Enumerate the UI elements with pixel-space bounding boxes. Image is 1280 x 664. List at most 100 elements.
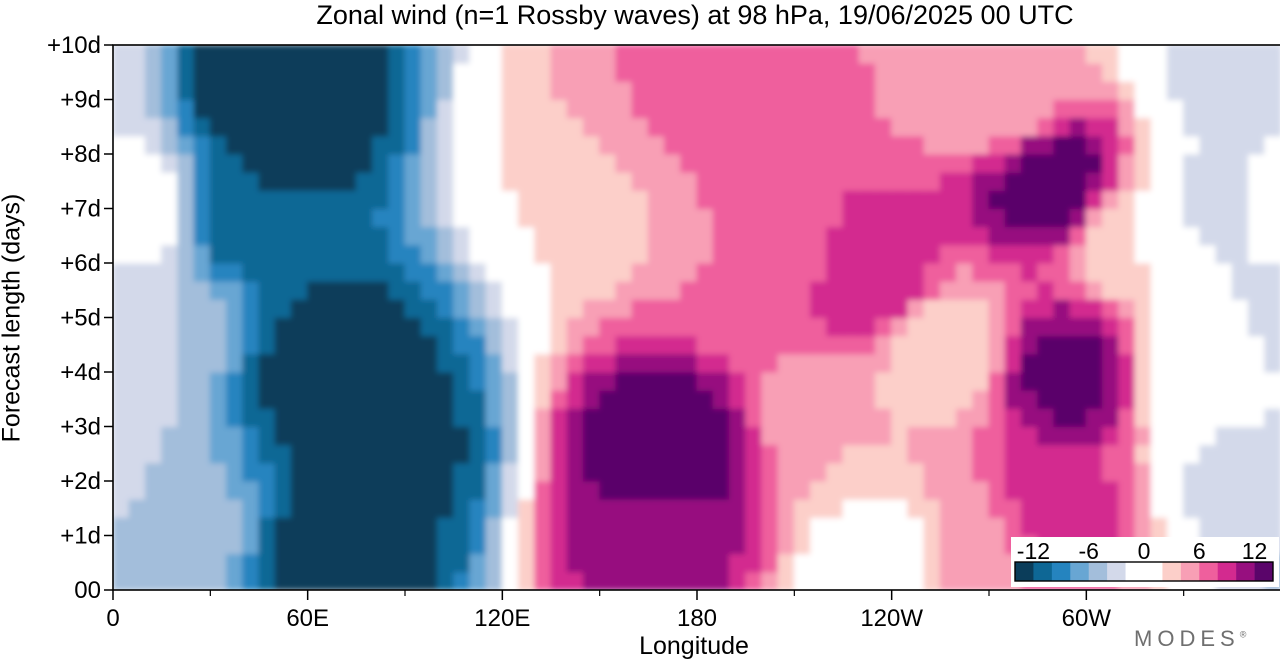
heat-cell — [1069, 335, 1087, 355]
heat-cell — [323, 317, 341, 337]
heat-cell — [858, 335, 876, 355]
heat-cell — [988, 371, 1006, 391]
heat-cell — [939, 80, 958, 100]
heat-cell — [355, 426, 374, 446]
heat-cell — [631, 426, 649, 446]
heat-cell — [582, 298, 601, 318]
heat-cell — [615, 571, 633, 590]
heat-cell — [1053, 444, 1071, 464]
heat-cell — [193, 317, 211, 337]
heat-cell — [453, 317, 471, 337]
heat-cell — [647, 516, 666, 536]
heat-cell — [209, 153, 228, 173]
heat-cell — [242, 444, 260, 464]
heat-cell — [810, 317, 828, 337]
heat-cell — [647, 335, 666, 355]
heat-cell — [1264, 480, 1280, 500]
heat-cell — [680, 99, 698, 119]
heat-cell — [501, 99, 520, 119]
heat-cell — [258, 99, 276, 119]
heat-cell — [891, 99, 909, 119]
heat-cell — [664, 407, 682, 427]
heat-cell — [680, 335, 698, 355]
heat-cell — [1183, 480, 1201, 500]
heat-cell — [1248, 516, 1266, 536]
heat-cell — [907, 571, 925, 590]
heat-cell — [664, 298, 682, 318]
heat-cell — [1037, 99, 1055, 119]
heat-cell — [972, 516, 990, 536]
heat-cell — [323, 371, 341, 391]
heat-cell — [1085, 389, 1104, 409]
heat-cell — [891, 444, 909, 464]
heat-cell — [745, 189, 763, 209]
heat-cell — [874, 426, 893, 446]
heat-cell — [388, 535, 406, 555]
heat-cell — [972, 353, 990, 373]
heat-cell — [680, 45, 698, 64]
heat-cell — [826, 371, 844, 391]
heat-cell — [242, 262, 260, 282]
heat-cell — [615, 535, 633, 555]
heat-cell — [647, 280, 666, 300]
heat-cell — [1053, 516, 1071, 536]
heat-cell — [226, 317, 244, 337]
heat-cell — [761, 498, 779, 518]
heat-cell — [1248, 153, 1266, 173]
heat-cell — [988, 298, 1006, 318]
heat-cell — [956, 135, 974, 155]
heat-cell — [274, 389, 292, 409]
heat-cell — [1264, 135, 1280, 155]
heat-cell — [972, 407, 990, 427]
heat-cell — [1264, 99, 1280, 119]
heat-cell — [891, 189, 909, 209]
heat-cell — [858, 135, 876, 155]
heat-cell — [956, 444, 974, 464]
heat-cell — [1199, 189, 1217, 209]
heat-cell — [290, 280, 309, 300]
x-tick-label: 60E — [286, 605, 329, 632]
heat-cell — [599, 317, 617, 337]
heat-cell — [1134, 153, 1152, 173]
heat-cell — [810, 498, 828, 518]
heat-cell — [485, 371, 503, 391]
heat-cell — [193, 553, 211, 573]
heat-cell — [388, 298, 406, 318]
heat-cell — [193, 444, 211, 464]
heat-cell — [1264, 516, 1280, 536]
heat-cell — [193, 535, 211, 555]
heat-cell — [355, 280, 374, 300]
heat-cell — [355, 189, 374, 209]
heat-cell — [1231, 389, 1250, 409]
heat-cell — [728, 498, 747, 518]
heat-cell — [664, 389, 682, 409]
heat-cell — [810, 516, 828, 536]
heat-cell — [1069, 117, 1087, 137]
heat-cell — [307, 62, 325, 82]
y-tick-label: +1d — [60, 523, 101, 550]
heat-cell — [193, 135, 211, 155]
heat-cell — [113, 571, 130, 590]
heat-cell — [972, 498, 990, 518]
heat-cell — [793, 153, 812, 173]
heat-cell — [728, 371, 747, 391]
heat-cell — [891, 335, 909, 355]
heat-cell — [874, 45, 893, 64]
heat-cell — [1215, 153, 1233, 173]
heat-cell — [1004, 516, 1022, 536]
heat-cell — [858, 389, 876, 409]
heat-cell — [355, 80, 374, 100]
heat-cell — [518, 45, 536, 64]
heat-cell — [1248, 62, 1266, 82]
heat-cell — [1053, 171, 1071, 191]
heat-cell — [956, 262, 974, 282]
heat-cell — [113, 298, 130, 318]
heat-cell — [907, 426, 925, 446]
heat-cell — [761, 262, 779, 282]
heat-cell — [1199, 208, 1217, 228]
heat-cell — [469, 62, 487, 82]
heat-cell — [144, 498, 163, 518]
heat-cell — [501, 462, 520, 482]
heat-cell — [923, 462, 941, 482]
heat-cell — [1231, 480, 1250, 500]
